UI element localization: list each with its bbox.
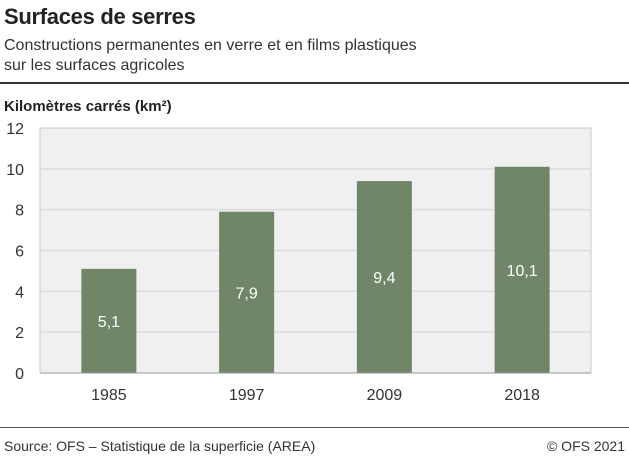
chart-subtitle: Constructions permanentes en verre et en… bbox=[4, 36, 417, 76]
x-tick-label: 1985 bbox=[91, 387, 127, 404]
bar bbox=[356, 181, 412, 373]
chart-title: Surfaces de serres bbox=[4, 4, 196, 29]
y-tick-label: 2 bbox=[15, 325, 24, 342]
bar bbox=[494, 166, 550, 373]
y-tick-label: 8 bbox=[15, 203, 24, 220]
x-tick-label: 2018 bbox=[504, 387, 540, 404]
top-divider bbox=[0, 82, 629, 84]
y-tick-label: 12 bbox=[6, 121, 24, 138]
y-tick-label: 10 bbox=[6, 162, 24, 179]
data-label: 9,4 bbox=[373, 270, 395, 287]
data-label: 10,1 bbox=[507, 263, 538, 280]
x-tick-label: 1997 bbox=[229, 387, 265, 404]
copyright: © OFS 2021 bbox=[546, 438, 625, 454]
bar bbox=[219, 211, 275, 373]
y-tick-label: 4 bbox=[15, 284, 24, 301]
bar bbox=[81, 268, 137, 373]
y-tick-label: 0 bbox=[15, 366, 24, 383]
bottom-divider bbox=[0, 427, 629, 428]
source-note: Source: OFS – Statistique de la superfic… bbox=[4, 438, 316, 454]
y-axis-label: Kilomètres carrés (km²) bbox=[4, 98, 172, 115]
x-tick-label: 2009 bbox=[367, 387, 403, 404]
y-tick-label: 6 bbox=[15, 244, 24, 261]
subtitle-line-1: Constructions permanentes en verre et en… bbox=[4, 37, 417, 54]
data-label: 5,1 bbox=[98, 314, 120, 331]
subtitle-line-2: sur les surfaces agricoles bbox=[4, 57, 185, 74]
data-label: 7,9 bbox=[236, 285, 258, 302]
